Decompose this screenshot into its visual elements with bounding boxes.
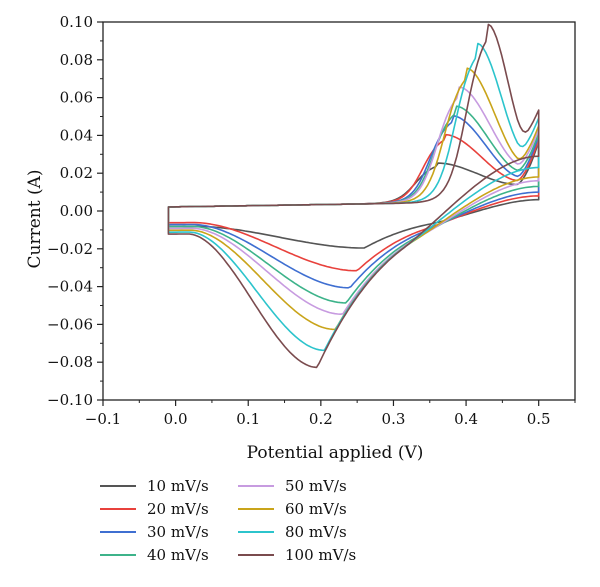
legend-label: 40 mV/s — [147, 546, 209, 564]
legend-label: 10 mV/s — [147, 477, 209, 495]
y-axis: −0.10 −0.08 −0.06 −0.04 −0.02 0.00 0.02 0.04 0.0… — [47, 13, 103, 409]
x-tick-label: 0.0 — [164, 410, 188, 428]
y-tick-label: 0.08 — [60, 51, 93, 69]
y-tick-label: 0.06 — [60, 89, 93, 107]
y-tick-label: −0.02 — [47, 240, 93, 258]
legend: 10 mV/s 20 mV/s 30 mV/s 40 mV/s 50 mV/s 60 mV… — [100, 477, 356, 564]
series-curves — [167, 23, 540, 369]
legend-label: 30 mV/s — [147, 523, 209, 541]
legend-label: 50 mV/s — [285, 477, 347, 495]
x-tick-label: 0.5 — [527, 410, 551, 428]
y-tick-label: −0.04 — [47, 278, 93, 296]
x-axis-title: Potential applied (V) — [247, 443, 424, 463]
legend-label: 60 mV/s — [285, 500, 347, 518]
x-tick-label: −0.1 — [85, 410, 121, 428]
y-tick-label: 0.10 — [60, 13, 93, 31]
y-tick-label: 0.00 — [60, 202, 93, 220]
x-tick-label: 0.2 — [309, 410, 333, 428]
plot-area: −0.1 0.0 0.1 0.2 0.3 0.4 0.5 −0.10−0.08−0.06−0… — [47, 13, 576, 428]
x-tick-label: 0.3 — [382, 410, 406, 428]
series-line-20-mv-s — [167, 133, 540, 272]
plot-frame — [102, 21, 576, 401]
y-tick-label: 0.04 — [60, 126, 93, 144]
series-line-80-mv-s — [167, 42, 540, 352]
y-tick-label: −0.10 — [47, 391, 93, 409]
x-axis: −0.1 0.0 0.1 0.2 0.3 0.4 0.5 — [85, 400, 576, 428]
series-line-100-mv-s — [167, 23, 540, 369]
y-axis-title: Current (A) — [25, 170, 45, 269]
x-tick-label: 0.4 — [454, 410, 478, 428]
y-tick-label: −0.08 — [47, 353, 93, 371]
y-tick-label: 0.02 — [60, 164, 93, 182]
x-tick-label: 0.1 — [236, 410, 260, 428]
y-tick-label: −0.06 — [47, 315, 93, 333]
series-line-50-mv-s — [167, 86, 540, 315]
legend-label: 80 mV/s — [285, 523, 347, 541]
legend-label: 100 mV/s — [285, 546, 356, 564]
legend-label: 20 mV/s — [147, 500, 209, 518]
